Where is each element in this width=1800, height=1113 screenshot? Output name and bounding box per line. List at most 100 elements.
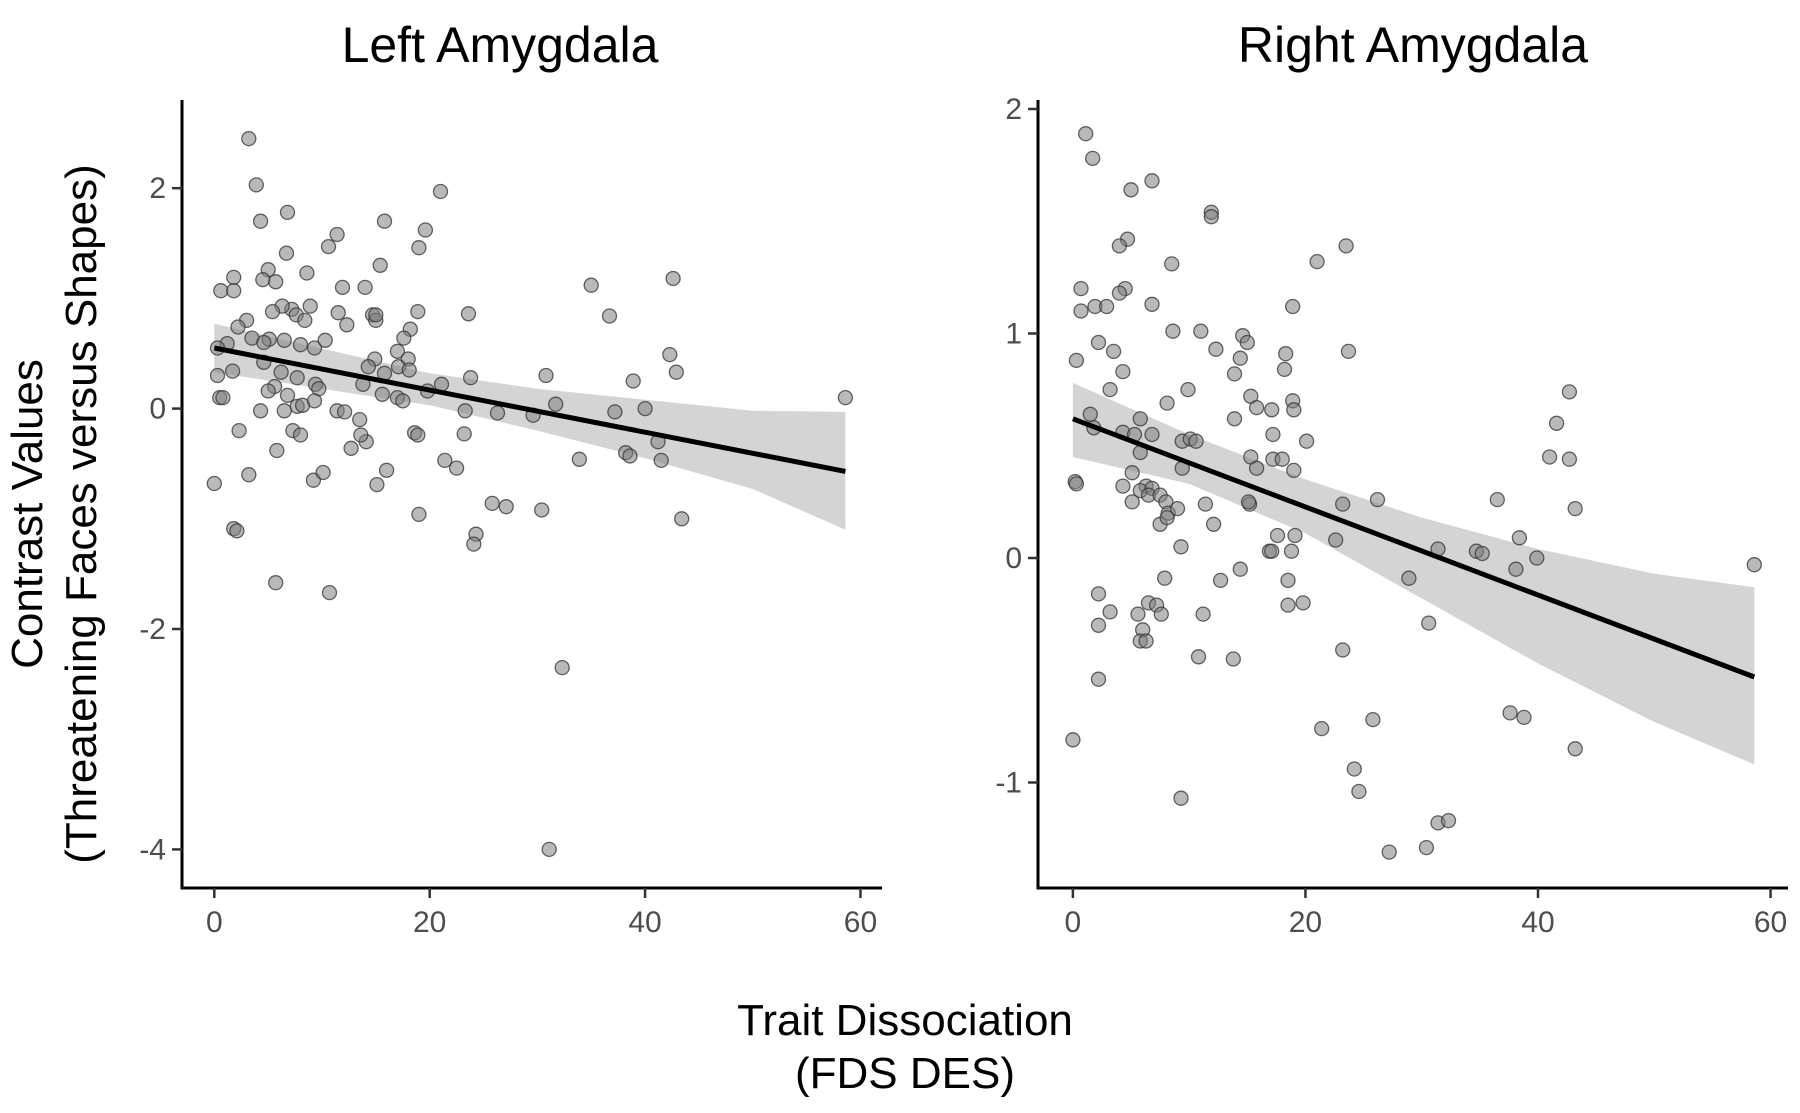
left-amygdala-point-36 xyxy=(460,306,477,322)
left-amygdala-point-35 xyxy=(410,303,426,320)
right-amygdala-point-59 xyxy=(1561,451,1578,467)
left-amygdala-y-tick-label--4: -4 xyxy=(139,833,166,866)
left-amygdala-point-111 xyxy=(571,451,588,467)
left-amygdala-point-125 xyxy=(534,502,550,518)
right-amygdala-point-76 xyxy=(1240,494,1257,510)
right-amygdala-fit-line xyxy=(1072,416,1756,680)
left-amygdala-point-22 xyxy=(665,270,681,287)
right-amygdala-point-31 xyxy=(1276,361,1293,378)
x-axis-title-line1: Trait Dissociation xyxy=(737,996,1073,1045)
left-amygdala-point-108 xyxy=(378,462,395,478)
right-amygdala-point-130 xyxy=(1346,761,1362,777)
right-amygdala-point-78 xyxy=(1369,491,1386,508)
right-amygdala-point-77 xyxy=(1335,496,1351,512)
left-amygdala-point-21 xyxy=(583,277,599,293)
left-amygdala-point-99 xyxy=(353,427,369,443)
left-amygdala-point-18 xyxy=(334,279,351,296)
left-amygdala-point-113 xyxy=(622,448,638,464)
left-amygdala-x-tick-label-20: 20 xyxy=(413,906,446,939)
left-amygdala-point-110 xyxy=(448,460,465,476)
right-amygdala-point-99 xyxy=(1232,561,1248,577)
left-amygdala-point-7 xyxy=(417,222,434,238)
left-amygdala-point-57 xyxy=(273,364,289,380)
left-amygdala-point-106 xyxy=(315,464,331,481)
left-amygdala-point-93 xyxy=(637,400,653,417)
left-amygdala-point-53 xyxy=(224,363,241,379)
right-amygdala-x-tick-label-0: 0 xyxy=(1065,906,1082,939)
right-amygdala-point-0 xyxy=(1078,126,1094,142)
right-amygdala-point-29 xyxy=(1226,366,1243,382)
right-amygdala-point-111 xyxy=(1153,606,1169,622)
left-amygdala-point-121 xyxy=(411,506,427,523)
right-amygdala-point-103 xyxy=(1157,570,1173,586)
left-amygdala-point-79 xyxy=(374,386,390,402)
right-amygdala-point-51 xyxy=(1144,426,1160,443)
left-amygdala-point-71 xyxy=(668,364,684,380)
left-amygdala-point-103 xyxy=(269,442,285,459)
right-amygdala-point-33 xyxy=(1102,381,1118,398)
right-amygdala-point-127 xyxy=(1502,705,1518,721)
left-amygdala-point-14 xyxy=(255,271,271,288)
left-amygdala-y-tick-label--2: -2 xyxy=(139,613,166,646)
left-amygdala-panel: 0 20 40 60 -4 -2 0 2 Left Amygdala xyxy=(139,17,882,939)
left-amygdala-point-19 xyxy=(357,279,373,296)
y-axis-title-line2: (Threatening Faces versus Shapes) xyxy=(57,164,106,863)
right-amygdala-point-13 xyxy=(1073,280,1089,297)
right-amygdala-point-120 xyxy=(1225,651,1241,667)
right-amygdala-point-48 xyxy=(1548,415,1565,431)
left-amygdala-point-123 xyxy=(484,495,500,512)
left-amygdala-point-10 xyxy=(278,245,295,261)
right-amygdala-point-20 xyxy=(1105,343,1122,360)
left-amygdala-point-70 xyxy=(625,373,641,389)
left-amygdala-point-76 xyxy=(215,389,231,406)
left-amygdala-point-86 xyxy=(336,404,353,420)
left-amygdala-point-65 xyxy=(401,362,417,378)
right-amygdala-y-tick-label-2: 2 xyxy=(1005,93,1022,126)
right-amygdala-point-126 xyxy=(1365,711,1381,728)
left-amygdala-point-6 xyxy=(329,226,345,243)
right-amygdala-point-40 xyxy=(1561,384,1578,400)
left-amygdala-point-116 xyxy=(206,475,222,492)
left-amygdala-point-102 xyxy=(410,427,426,443)
left-amygdala-point-42 xyxy=(256,334,272,351)
right-amygdala-point-2 xyxy=(1123,182,1139,198)
right-amygdala-y-tick-label-1: 1 xyxy=(1005,317,1022,350)
right-amygdala-point-96 xyxy=(1511,530,1528,546)
right-amygdala-point-37 xyxy=(1286,402,1302,418)
right-amygdala-point-98 xyxy=(1173,539,1189,555)
left-amygdala-point-69 xyxy=(538,367,554,384)
right-amygdala-point-83 xyxy=(1169,500,1186,517)
right-amygdala-point-129 xyxy=(1567,741,1583,757)
left-amygdala-point-82 xyxy=(306,393,323,409)
right-amygdala-point-104 xyxy=(1212,572,1229,589)
right-amygdala-point-7 xyxy=(1111,238,1128,254)
left-amygdala-point-13 xyxy=(299,265,315,281)
left-amygdala-point-20 xyxy=(372,257,388,273)
left-amygdala-point-33 xyxy=(368,307,384,323)
left-amygdala-point-88 xyxy=(457,403,473,419)
right-amygdala-point-88 xyxy=(1287,527,1303,544)
right-amygdala-point-85 xyxy=(1205,516,1222,532)
left-amygdala-point-43 xyxy=(276,332,292,348)
left-amygdala-point-28 xyxy=(297,312,313,329)
left-amygdala-point-49 xyxy=(389,343,406,359)
right-amygdala-point-57 xyxy=(1274,451,1290,467)
left-amygdala-x-tick-label-60: 60 xyxy=(844,906,877,939)
right-amygdala-point-110 xyxy=(1130,606,1146,622)
left-amygdala-point-37 xyxy=(601,308,618,324)
right-amygdala-point-19 xyxy=(1090,334,1107,351)
left-amygdala-point-26 xyxy=(264,303,281,320)
right-amygdala-point-16 xyxy=(1073,303,1089,319)
left-amygdala-point-11 xyxy=(226,269,242,286)
right-amygdala-point-118 xyxy=(1138,633,1154,649)
left-amygdala-point-15 xyxy=(268,274,284,290)
right-amygdala-point-107 xyxy=(1102,604,1118,620)
left-amygdala-point-83 xyxy=(252,403,269,419)
left-amygdala-point-45 xyxy=(306,340,323,356)
right-amygdala-point-81 xyxy=(1124,494,1140,510)
left-amygdala-point-107 xyxy=(369,476,385,493)
right-amygdala-point-34 xyxy=(1180,381,1196,398)
right-amygdala-panel: 0 20 40 60 -1 0 1 2 Right Amygdala xyxy=(995,17,1788,939)
right-amygdala-point-1 xyxy=(1085,150,1101,167)
